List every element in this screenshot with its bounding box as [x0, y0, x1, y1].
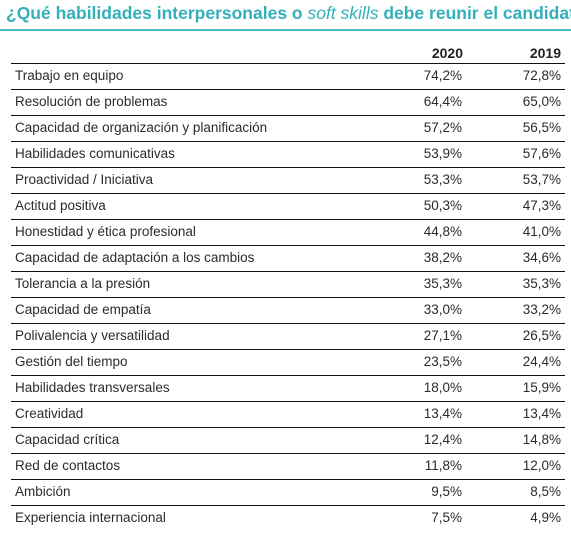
table-row: Experiencia internacional 7,5% 4,9% [11, 505, 565, 531]
row-label: Capacidad crítica [15, 432, 120, 447]
value-2020: 33,0% [423, 302, 462, 317]
value-2020: 7,5% [431, 510, 462, 525]
value-2019: 26,5% [522, 328, 561, 343]
table-row: Habilidades transversales 18,0% 15,9% [11, 375, 565, 401]
row-label: Capacidad de organización y planificació… [15, 120, 268, 135]
row-label: Capacidad de empatía [15, 302, 151, 317]
value-2019: 72,8% [522, 68, 561, 83]
row-label: Honestidad y ética profesional [15, 224, 196, 239]
skills-table: Trabajo en equipo 74,2% 72,8% Resolución de… [11, 63, 565, 531]
table-row: Creatividad 13,4% 13,4% [11, 401, 565, 427]
value-2020: 53,9% [423, 146, 462, 161]
value-2019: 34,6% [522, 250, 561, 265]
table-row: Red de contactos 11,8% 12,0% [11, 453, 565, 479]
row-label: Red de contactos [15, 458, 121, 473]
value-2019: 13,4% [522, 406, 561, 421]
table-row: Proactividad / Iniciativa 53,3% 53,7% [11, 167, 565, 193]
title-underline [0, 29, 571, 31]
table-row: Polivalencia y versatilidad 27,1% 26,5% [11, 323, 565, 349]
row-label: Tolerancia a la presión [15, 276, 151, 291]
table-row: Resolución de problemas 64,4% 65,0% [11, 89, 565, 115]
table-row: Honestidad y ética profesional 44,8% 41,0% [11, 219, 565, 245]
table-row: Capacidad de adaptación a los cambios 38,… [11, 245, 565, 271]
row-label: Habilidades transversales [15, 380, 170, 395]
value-2019: 56,5% [522, 120, 561, 135]
value-2020: 18,0% [423, 380, 462, 395]
value-2019: 35,3% [522, 276, 561, 291]
value-2020: 35,3% [423, 276, 462, 291]
table-row: Tolerancia a la presión 35,3% 35,3% [11, 271, 565, 297]
value-2019: 12,0% [522, 458, 561, 473]
value-2019: 47,3% [522, 198, 561, 213]
value-2019: 8,5% [530, 484, 561, 499]
value-2019: 65,0% [522, 94, 561, 109]
table-row: Habilidades comunicativas 53,9% 57,6% [11, 141, 565, 167]
title-part-3: debe reunir el candidato o e [383, 3, 571, 23]
value-2020: 27,1% [423, 328, 462, 343]
value-2019: 57,6% [522, 146, 561, 161]
title-part-1: ¿Qué habilidades interpersonales o [6, 3, 308, 23]
value-2020: 9,5% [431, 484, 462, 499]
row-label: Experiencia internacional [15, 510, 166, 525]
value-2020: 74,2% [423, 68, 462, 83]
row-label: Actitud positiva [15, 198, 106, 213]
table-row: Gestión del tiempo 23,5% 24,4% [11, 349, 565, 375]
row-label: Gestión del tiempo [15, 354, 128, 369]
value-2020: 38,2% [423, 250, 462, 265]
value-2020: 50,3% [423, 198, 462, 213]
value-2019: 4,9% [530, 510, 561, 525]
value-2019: 33,2% [522, 302, 561, 317]
column-header-2020: 2020 [431, 45, 463, 61]
value-2020: 57,2% [423, 120, 462, 135]
row-label: Trabajo en equipo [15, 68, 124, 83]
value-2019: 15,9% [522, 380, 561, 395]
column-header-2019: 2019 [529, 45, 561, 61]
title-emphasis: soft skills [307, 3, 379, 23]
value-2020: 23,5% [423, 354, 462, 369]
value-2020: 64,4% [423, 94, 462, 109]
value-2019: 41,0% [522, 224, 561, 239]
value-2020: 53,3% [423, 172, 462, 187]
row-label: Creatividad [15, 406, 84, 421]
row-label: Ambición [15, 484, 71, 499]
value-2020: 13,4% [423, 406, 462, 421]
table-row: Trabajo en equipo 74,2% 72,8% [11, 63, 565, 89]
value-2020: 12,4% [423, 432, 462, 447]
chart-title: ¿Qué habilidades interpersonales o soft … [6, 3, 571, 24]
table-row: Ambición 9,5% 8,5% [11, 479, 565, 505]
value-2020: 44,8% [423, 224, 462, 239]
row-label: Proactividad / Iniciativa [15, 172, 154, 187]
table-row: Actitud positiva 50,3% 47,3% [11, 193, 565, 219]
table-row: Capacidad crítica 12,4% 14,8% [11, 427, 565, 453]
table-row: Capacidad de empatía 33,0% 33,2% [11, 297, 565, 323]
row-label: Polivalencia y versatilidad [15, 328, 170, 343]
row-label: Capacidad de adaptación a los cambios [15, 250, 255, 265]
table-row: Capacidad de organización y planificació… [11, 115, 565, 141]
row-label: Resolución de problemas [15, 94, 168, 109]
value-2019: 24,4% [522, 354, 561, 369]
value-2019: 53,7% [522, 172, 561, 187]
value-2020: 11,8% [424, 458, 462, 473]
value-2019: 14,8% [522, 432, 561, 447]
row-label: Habilidades comunicativas [15, 146, 175, 161]
